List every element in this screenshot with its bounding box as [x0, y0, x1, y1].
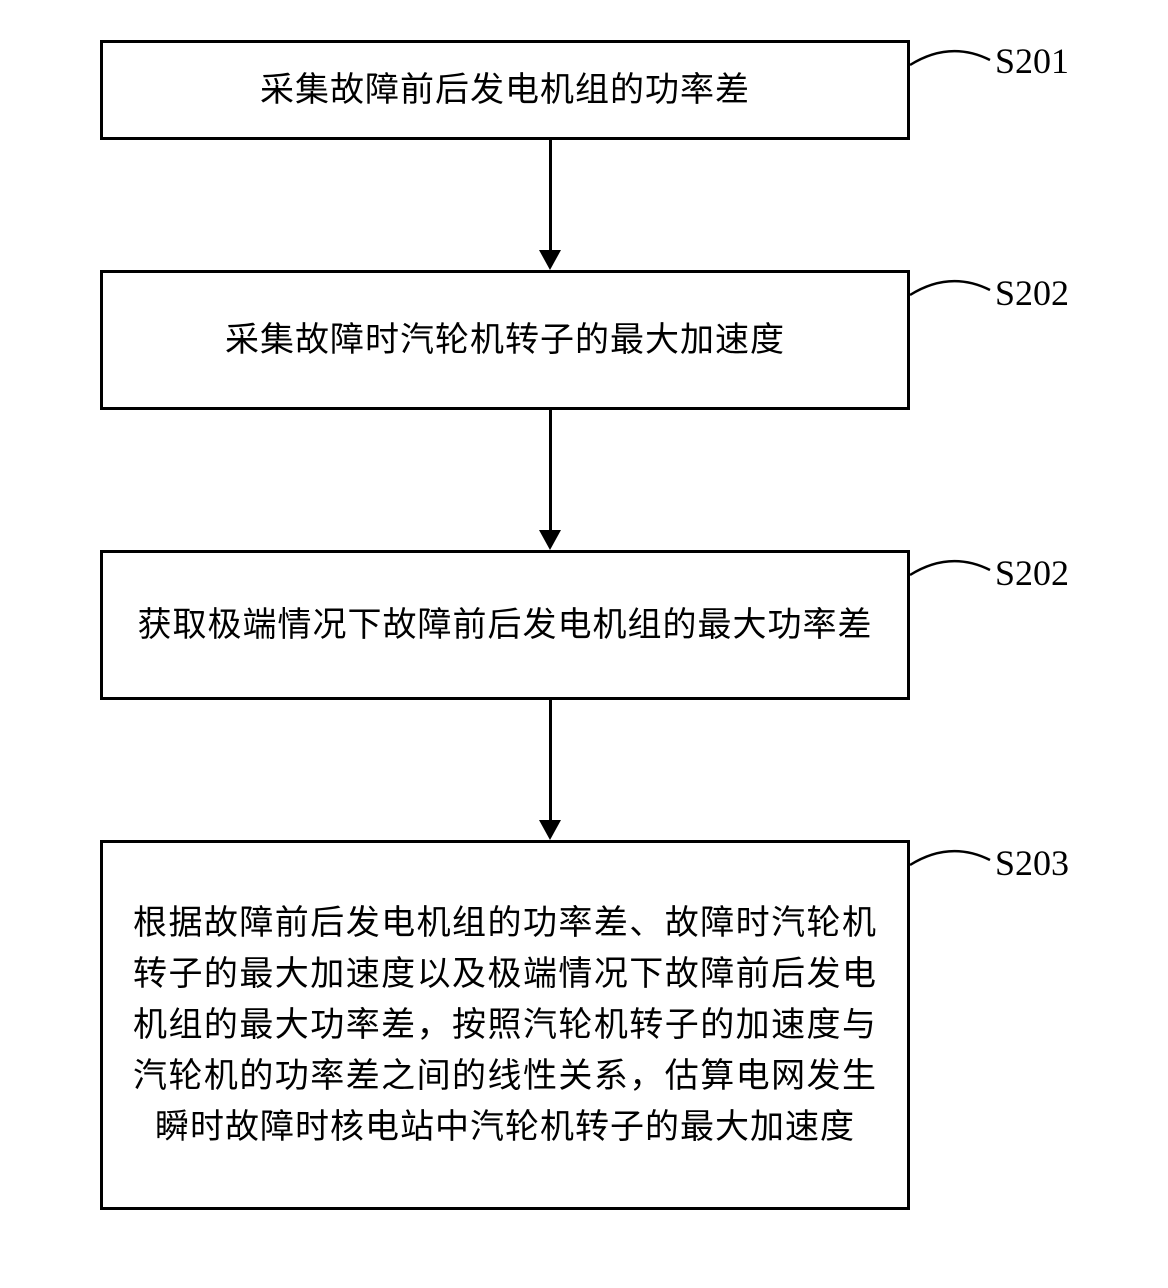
step-label-4: S203 — [995, 842, 1069, 884]
node-text: 采集故障时汽轮机转子的最大加速度 — [225, 315, 785, 366]
flowchart-node-2: 采集故障时汽轮机转子的最大加速度 — [100, 270, 910, 410]
step-label-3: S202 — [995, 552, 1069, 594]
label-connector-1 — [905, 35, 995, 95]
arrow-1-2 — [535, 140, 565, 270]
flowchart-node-4: 根据故障前后发电机组的功率差、故障时汽轮机转子的最大加速度以及极端情况下故障前后… — [100, 840, 910, 1210]
step-label-2: S202 — [995, 272, 1069, 314]
label-connector-3 — [905, 545, 995, 605]
node-text: 根据故障前后发电机组的功率差、故障时汽轮机转子的最大加速度以及极端情况下故障前后… — [133, 898, 877, 1153]
node-text: 采集故障前后发电机组的功率差 — [260, 65, 750, 116]
arrow-3-4 — [535, 700, 565, 840]
label-connector-4 — [905, 835, 995, 895]
label-connector-2 — [905, 265, 995, 325]
step-label-1: S201 — [995, 40, 1069, 82]
flowchart-node-3: 获取极端情况下故障前后发电机组的最大功率差 — [100, 550, 910, 700]
node-text: 获取极端情况下故障前后发电机组的最大功率差 — [138, 600, 873, 651]
flowchart-node-1: 采集故障前后发电机组的功率差 — [100, 40, 910, 140]
arrow-2-3 — [535, 410, 565, 550]
